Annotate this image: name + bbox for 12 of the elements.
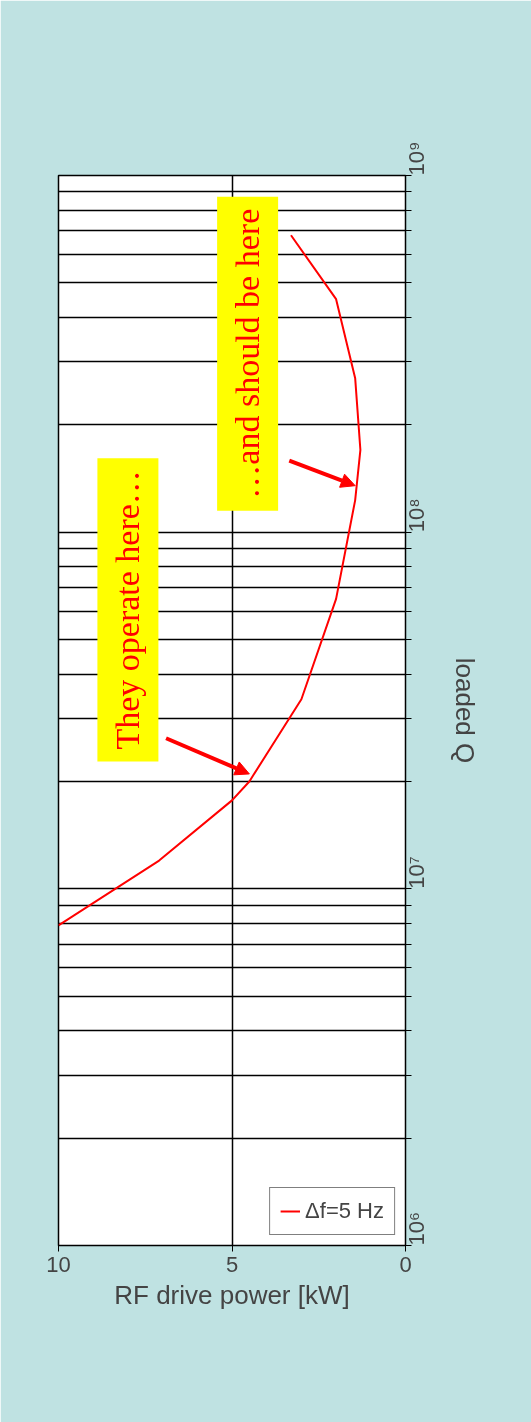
y-axis-title: loaded Q: [449, 657, 480, 764]
y-tick-label: 10⁹: [404, 141, 429, 176]
legend-label: Δf=5 Hz: [305, 1198, 384, 1224]
x-tick-label: 5: [225, 1251, 239, 1277]
annotation: They operate here…: [109, 470, 147, 750]
y-tick-label: 10⁷: [404, 856, 429, 889]
x-tick-label: 0: [399, 1251, 412, 1277]
x-tick-label: 10: [46, 1251, 71, 1277]
annotation: …and should be here: [229, 208, 267, 499]
x-axis-title: RF drive power [kW]: [114, 1279, 350, 1310]
y-tick-label: 10⁸: [404, 498, 429, 533]
y-tick-label: 10⁶: [404, 1211, 429, 1246]
